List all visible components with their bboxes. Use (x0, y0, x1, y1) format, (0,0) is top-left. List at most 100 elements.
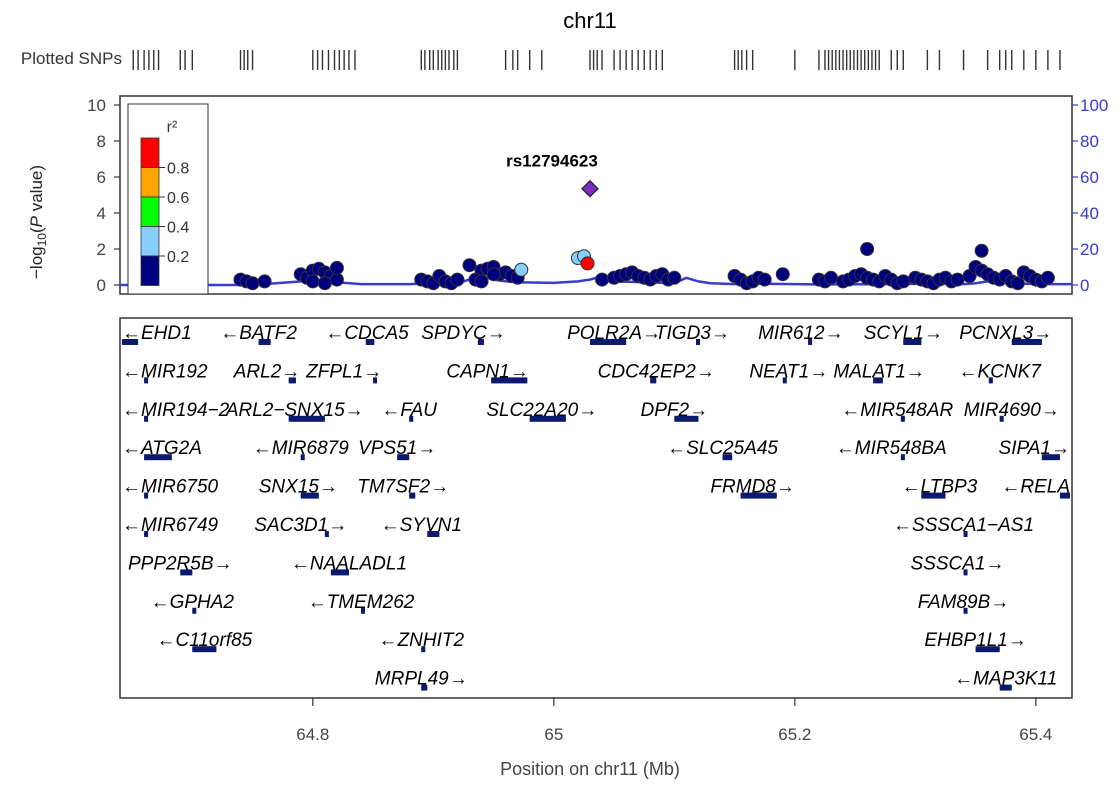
y-right-tick-label: 60 (1080, 168, 1099, 187)
legend-title: r² (167, 119, 178, 136)
gene-exon (1059, 492, 1070, 499)
gene-label: ←NAALADL1 (291, 553, 407, 574)
snp-point (245, 276, 260, 291)
gene-label: PCNXL3→ (959, 323, 1052, 344)
gene-label: MRPL49→ (375, 669, 468, 690)
legend-color-box (140, 167, 160, 198)
gene-exon (921, 492, 946, 499)
snp-point (305, 274, 320, 289)
gene-label: SPDYC→ (421, 323, 505, 344)
gene-label: ←MIR548AR (841, 400, 953, 421)
y-tick-label: 4 (97, 204, 106, 223)
gene-label: ←TMEM262 (308, 592, 415, 613)
gene-exon (963, 531, 968, 537)
gene-exon (300, 454, 305, 461)
snp-point (317, 276, 332, 291)
gene-label: ARL2−SNX15→ (225, 400, 364, 421)
snp-point (823, 270, 838, 285)
gene-exon (330, 569, 349, 576)
gene-exon (122, 339, 139, 345)
gene-exon (782, 377, 787, 384)
gene-exon (300, 492, 319, 499)
snp-point (950, 272, 965, 287)
gene-exon (288, 415, 325, 422)
gene-exon (1011, 339, 1042, 345)
gene-label: ←GPHA2 (151, 592, 235, 613)
snp-point (450, 272, 465, 287)
gene-exon (873, 377, 883, 384)
gene-label: SLC22A20→ (486, 400, 597, 421)
y-right-tick-label: 100 (1080, 96, 1108, 115)
gene-label: ←LTBP3 (902, 477, 978, 498)
gene-exon (427, 531, 440, 537)
gene-label: ←MIR194−2 (122, 400, 230, 421)
snp-point (329, 260, 344, 275)
gene-label: ARL2→ (233, 361, 301, 382)
y-tick-label: 8 (97, 132, 106, 151)
y-tick-label: 6 (97, 168, 106, 187)
snp-point (580, 256, 595, 271)
gene-label: CAPN1→ (446, 361, 528, 382)
gene-label: SCYL1→ (864, 323, 943, 344)
gene-label: ←CDCA5 (325, 323, 409, 344)
gene-track: ←EHD1 ←BATF2 ←CDCA5 SPDYC→ POLR2A→TIGD3→ MIR6… (122, 323, 1070, 691)
gene-label: SAC3D1→ (254, 515, 347, 536)
gene-exon (288, 377, 296, 384)
snp-point (775, 267, 790, 282)
gene-label: ←MAP3K11 (954, 669, 1057, 690)
gene-exon (409, 415, 414, 422)
snp-point (462, 258, 477, 273)
snp-point (329, 272, 344, 287)
gene-label: PPP2R5B→ (128, 553, 233, 574)
gene-exon (397, 454, 410, 461)
gene-label: ←BATF2 (220, 323, 297, 344)
plot-area (119, 95, 1073, 295)
snp-point (257, 274, 272, 289)
gene-exon (900, 454, 905, 461)
gene-label: SSSCA1→ (911, 553, 1005, 574)
gene-exon (365, 339, 375, 345)
gene-label: ←C11orf85 (156, 630, 252, 651)
x-tick-label: 65.2 (778, 725, 811, 744)
gene-exon (999, 684, 1012, 691)
y-right-tick-label: 40 (1080, 204, 1099, 223)
y-right-tick-label: 80 (1080, 132, 1099, 151)
gene-label: ←MIR6749 (122, 515, 219, 536)
chart-title: chr11 (563, 8, 616, 33)
gene-label: MALAT1→ (833, 361, 925, 382)
gene-exon (740, 492, 777, 499)
r2-legend: r² 0.2 0.4 0.6 0.8 (127, 103, 209, 295)
gene-label: TIGD3→ (655, 323, 730, 344)
gene-exon (975, 646, 1000, 653)
snp-point (974, 243, 989, 258)
gene-label: MIR612→ (758, 323, 844, 344)
gene-label: ←MIR6879 (253, 438, 350, 459)
gene-exon (144, 454, 172, 461)
legend-label: 0.6 (167, 190, 189, 207)
gene-exon (144, 415, 149, 422)
gene-exon (373, 377, 378, 384)
gene-panel (119, 317, 1073, 699)
gene-exon (988, 377, 993, 384)
gene-label: ←SLC25A45 (667, 438, 778, 459)
gene-label: NEAT1→ (749, 361, 828, 382)
snp-point (595, 272, 610, 287)
x-tick-label: 65.4 (1019, 725, 1052, 744)
gene-exon (421, 646, 426, 653)
gene-exon (180, 569, 193, 576)
gene-exon (192, 646, 217, 653)
gene-label: POLR2A→ (567, 323, 661, 344)
gene-label: DPF2→ (641, 400, 709, 421)
snp-track (132, 50, 1061, 70)
y-tick-label: 10 (87, 96, 106, 115)
gene-label: ZFPL1→ (305, 361, 382, 382)
gene-exon (808, 339, 813, 345)
gene-exon (144, 531, 149, 537)
legend-color-box (140, 226, 160, 257)
x-tick-label: 64.8 (296, 725, 329, 744)
gene-exon (361, 607, 366, 614)
gene-label: ←MIR548BA (836, 438, 947, 459)
gene-exon (903, 339, 922, 345)
gene-exon (589, 339, 627, 345)
